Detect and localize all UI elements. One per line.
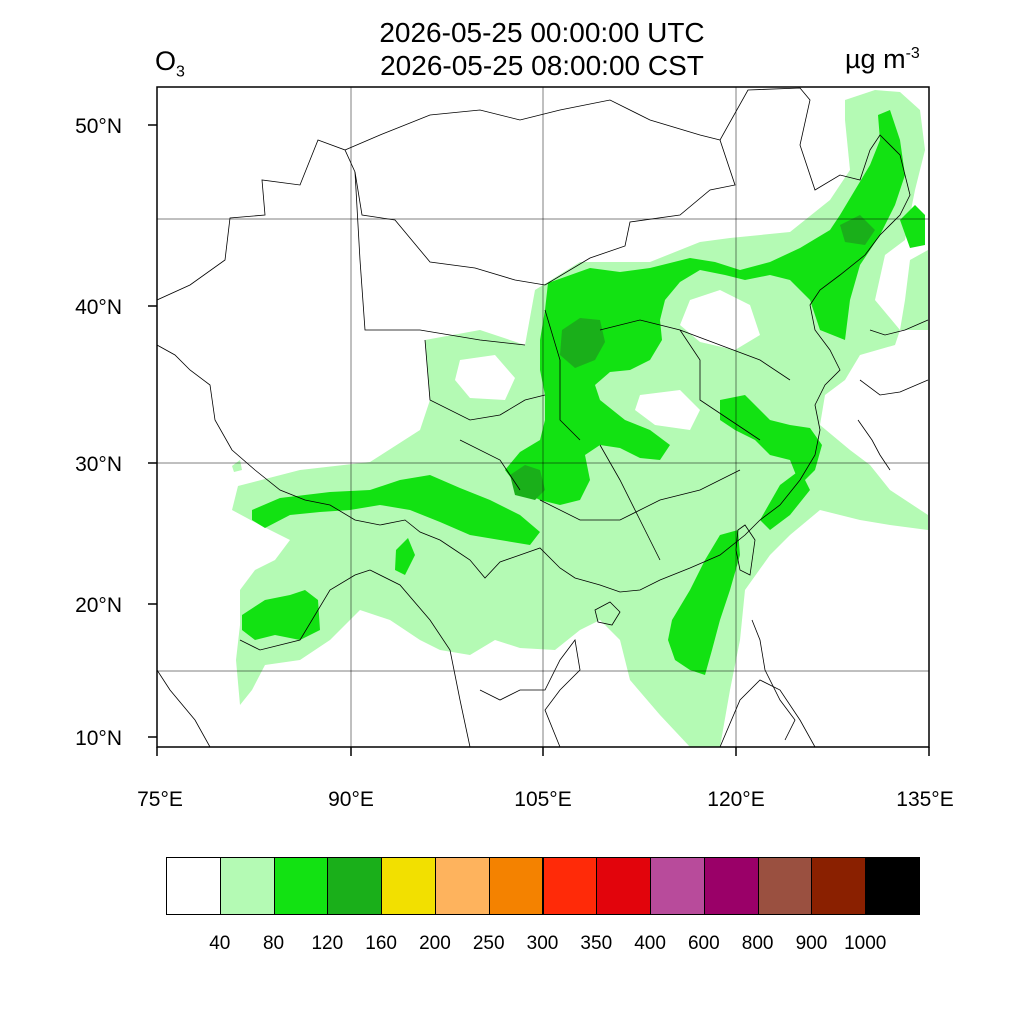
colorbar-box xyxy=(542,857,598,915)
lon-tick-labels: 75°E 90°E 105°E 120°E 135°E xyxy=(137,788,954,811)
o3-region-80-120-yunnan xyxy=(395,538,415,575)
colorbar-label: 800 xyxy=(741,933,774,954)
units-text: µg m xyxy=(845,44,906,74)
china-border xyxy=(157,87,911,593)
title-utc: 2026-05-25 00:00:00 UTC xyxy=(379,17,705,48)
colorbar-box xyxy=(596,857,652,915)
lat-tick-label: 40°N xyxy=(75,296,122,319)
colorbar-label: 350 xyxy=(580,933,613,954)
colorbar-label: 160 xyxy=(365,933,397,954)
colorbar-box xyxy=(273,857,329,915)
o3-region-80-120-south-sea xyxy=(668,530,740,675)
o3-hole-north-china xyxy=(680,290,760,350)
lon-tick-label: 105°E xyxy=(514,788,571,811)
lat-tick-label: 20°N xyxy=(75,594,122,617)
o3-region-80-120-east-china xyxy=(720,395,822,485)
o3-region-120-160-shanxi xyxy=(560,318,605,368)
colorbar-box xyxy=(703,857,759,915)
colorbar-label: 200 xyxy=(419,933,451,954)
o3-region-120-160-sichuan xyxy=(510,465,545,500)
colorbar-box xyxy=(327,857,383,915)
units-label: µg m-3 xyxy=(845,44,920,75)
o3-hole-central-china xyxy=(635,390,700,430)
o3-region-80-120-india xyxy=(242,590,320,640)
colorbar-box xyxy=(650,857,705,915)
colorbar-box xyxy=(811,857,867,915)
colorbar-label: 600 xyxy=(687,933,720,954)
colorbar-box xyxy=(488,857,544,915)
lat-tick-label: 10°N xyxy=(75,727,122,750)
lat-tick-label: 30°N xyxy=(75,453,122,476)
units-superscript: -3 xyxy=(905,45,920,62)
philippines xyxy=(751,619,796,741)
ozone-field xyxy=(232,90,928,747)
colorbar-box xyxy=(434,857,490,915)
korea-japan-coast xyxy=(857,319,929,471)
colorbar xyxy=(166,857,920,915)
colorbar-label: 300 xyxy=(526,933,559,954)
southeast-asia-coast xyxy=(157,569,816,747)
o3-region-80-120-korea xyxy=(900,205,925,248)
lon-tick-label: 75°E xyxy=(137,788,183,811)
colorbar-label: 900 xyxy=(795,933,828,954)
o3-hole-southwest xyxy=(455,355,515,400)
colorbar-label: 120 xyxy=(311,933,344,954)
lon-tick-label: 120°E xyxy=(707,788,764,811)
colorbar-label: 40 xyxy=(209,933,231,954)
title-cst: 2026-05-25 08:00:00 CST xyxy=(380,50,704,81)
species-subscript: 3 xyxy=(176,63,185,81)
graticule xyxy=(157,87,929,747)
colorbar-box xyxy=(865,857,920,915)
colorbar-label: 1000 xyxy=(844,933,887,954)
o3-region-120-160-northeast xyxy=(840,215,875,245)
lon-tick-label: 135°E xyxy=(896,788,953,811)
axis-ticks xyxy=(148,124,930,756)
lat-tick-labels: 50°N 40°N 30°N 20°N 10°N xyxy=(75,115,122,750)
colorbar-label: 250 xyxy=(472,933,505,954)
species-name: O xyxy=(155,46,177,76)
lat-tick-label: 50°N xyxy=(75,115,122,138)
o3-region-80-120-tibet xyxy=(252,475,540,545)
colorbar-label: 80 xyxy=(262,933,285,954)
o3-region-80-120-north xyxy=(505,110,905,505)
hainan xyxy=(594,601,621,626)
colorbar-box xyxy=(381,857,436,915)
province-lines xyxy=(354,171,791,561)
coastlines-and-borders xyxy=(157,87,929,747)
lon-tick-label: 90°E xyxy=(328,788,374,811)
species-label: O3 xyxy=(155,46,185,81)
colorbar-label: 400 xyxy=(634,933,666,954)
o3-region-40-80-spot xyxy=(232,460,242,472)
colorbar-box xyxy=(219,857,275,915)
mongolia-border xyxy=(344,99,721,151)
colorbar-box xyxy=(757,857,813,915)
o3-region-40-80-korea xyxy=(900,250,928,330)
colorbar-box xyxy=(166,857,221,915)
o3-region-80-120-east-sea xyxy=(760,470,810,530)
